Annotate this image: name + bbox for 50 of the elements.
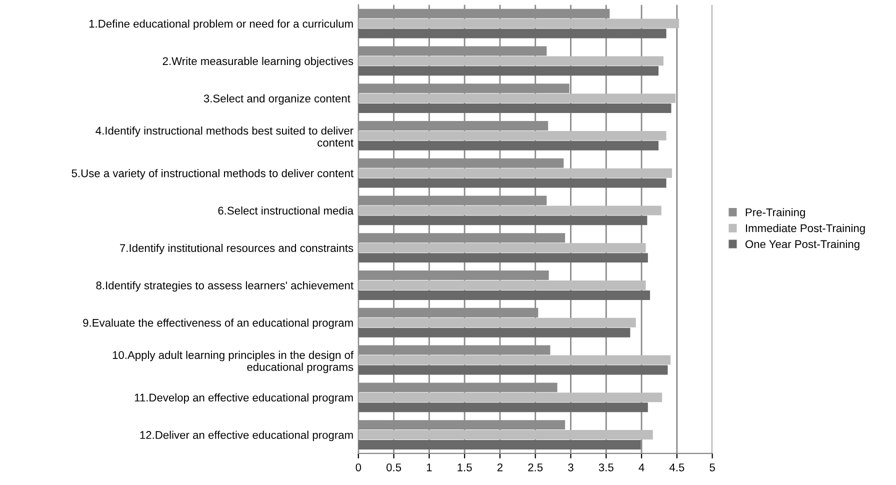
x-tick-label: 0	[356, 463, 362, 472]
x-tick-label: 5	[710, 464, 715, 472]
bar	[358, 140, 659, 150]
bar	[358, 318, 636, 328]
bar	[358, 216, 648, 226]
y-tick-label: 1.Define educational problem or need for a curriculum	[89, 20, 353, 30]
bar	[358, 94, 676, 104]
x-tick-label: 1.5	[458, 464, 472, 472]
y-tick-label: 11.Develop an effective educational program	[134, 393, 353, 404]
y-tick-label: 10.Apply adult learning principles in the design of educational programs	[112, 350, 354, 374]
bar	[358, 402, 648, 412]
bar	[358, 392, 662, 402]
y-tick-label: 12.Deliver an effective educational program	[140, 430, 353, 442]
legend-label: Immediate Post-Training	[746, 224, 865, 234]
y-tick-label: 4.Identify instructional methods best suited to deliver content	[96, 126, 354, 147]
bar	[358, 178, 666, 188]
bar	[358, 56, 664, 66]
y-tick-label: 9.Evaluate the effectiveness of an educational program	[83, 318, 353, 329]
bar	[358, 290, 650, 300]
y-tick-label: 8.Identify strategies to assess learners' achievement	[96, 281, 354, 292]
bar	[358, 243, 646, 253]
legend-label: Pre-Training	[746, 208, 805, 218]
y-tick-label: 3.Select and organize content	[204, 94, 350, 105]
bar	[358, 280, 646, 290]
bar	[358, 28, 666, 38]
bar	[358, 355, 671, 365]
bar	[358, 18, 680, 28]
x-tick-label: 0.5	[386, 463, 402, 472]
bar	[358, 104, 672, 114]
x-tick-label: 3.5	[598, 463, 614, 472]
y-tick-label: 5.Use a variety of instructional methods to deliver content	[72, 169, 354, 180]
bar	[358, 66, 659, 76]
bar	[358, 206, 662, 216]
y-tick-label: 6.Select instructional media	[218, 206, 354, 215]
x-tick-label: 4	[638, 464, 644, 472]
x-tick-label: 4.5	[669, 464, 684, 472]
bar	[358, 440, 641, 450]
x-tick-label: 2	[497, 463, 502, 472]
bar	[358, 253, 648, 263]
x-tick-label: 1	[426, 464, 432, 472]
bar	[358, 430, 653, 440]
bar	[358, 130, 666, 140]
bar	[358, 365, 668, 375]
y-tick-label: 2.Write measurable learning objectives	[162, 56, 354, 68]
bar	[358, 168, 672, 178]
legend-label: One Year Post-Training	[745, 240, 860, 250]
x-tick-label: 2.5	[528, 463, 543, 472]
x-tick-label: 3	[568, 463, 574, 472]
y-tick-label: 7.Identify institutional resources and constraints	[120, 244, 354, 254]
bar	[358, 328, 630, 338]
